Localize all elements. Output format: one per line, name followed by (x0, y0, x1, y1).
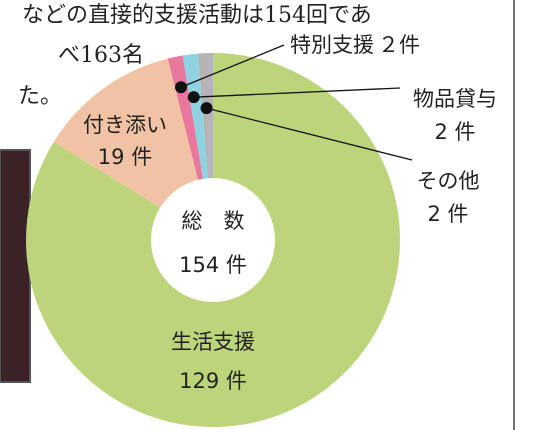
slice-value-label: 129 件 (179, 369, 247, 393)
center-label: 総 数 (182, 209, 245, 233)
body-text: などの直接的支援活動は154回であ (22, 3, 372, 28)
slice-label: 付き添い (83, 113, 167, 137)
slice-label: 生活支援 (171, 330, 255, 354)
slice-value-label: 2 件 (434, 120, 475, 144)
slice-label: 特別支援 (290, 33, 374, 57)
body-text: た。 (18, 84, 62, 109)
center-label: 154 件 (179, 253, 247, 277)
body-text: べ163名 (58, 43, 144, 68)
leader-dot (201, 102, 213, 114)
slice-value-label: 2 件 (427, 202, 468, 226)
leader-dot (188, 91, 200, 103)
slice-value-label: ２件 (378, 33, 420, 57)
photo-edge (0, 150, 30, 382)
slice-value-label: 19 件 (98, 145, 152, 169)
leader-dot (175, 81, 187, 93)
slice-label: その他 (417, 169, 480, 193)
page: などの直接的支援活動は154回であ べ163名 た。 特別支援２件物品貸与 2 件… (0, 0, 545, 430)
slice-label: 物品貸与 (413, 87, 497, 111)
